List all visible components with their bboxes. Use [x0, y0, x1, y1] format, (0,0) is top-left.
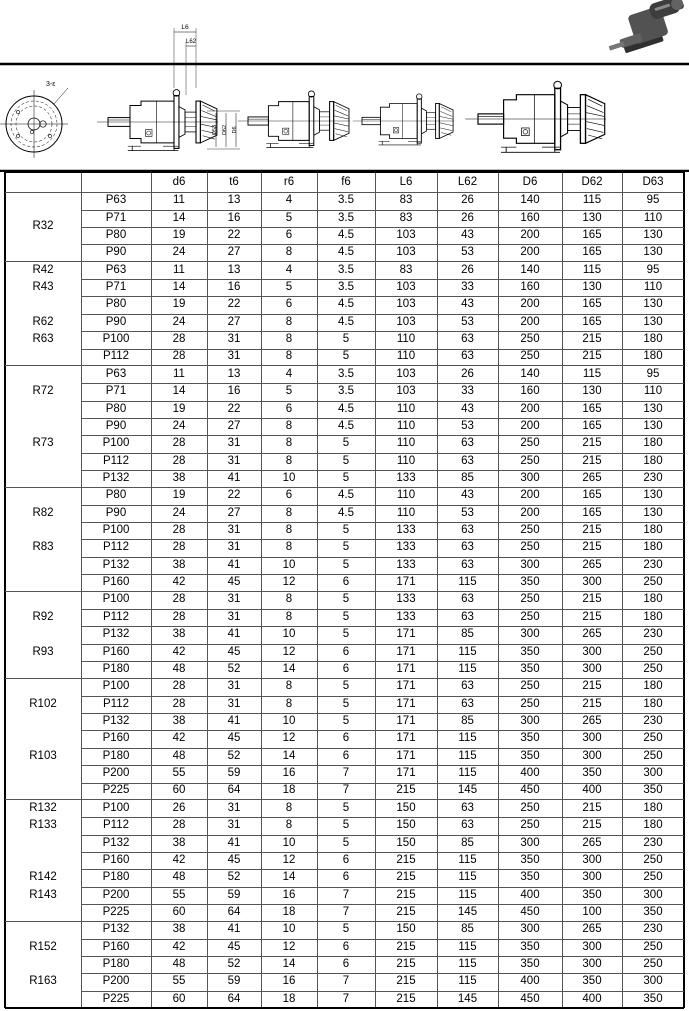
svg-text:D62: D62 — [222, 125, 228, 135]
svg-text:3-ε: 3-ε — [46, 81, 55, 88]
svg-text:D6: D6 — [232, 126, 238, 133]
svg-text:D53: D53 — [212, 125, 218, 135]
svg-text:L6: L6 — [181, 24, 189, 31]
svg-text:L62: L62 — [186, 39, 197, 45]
